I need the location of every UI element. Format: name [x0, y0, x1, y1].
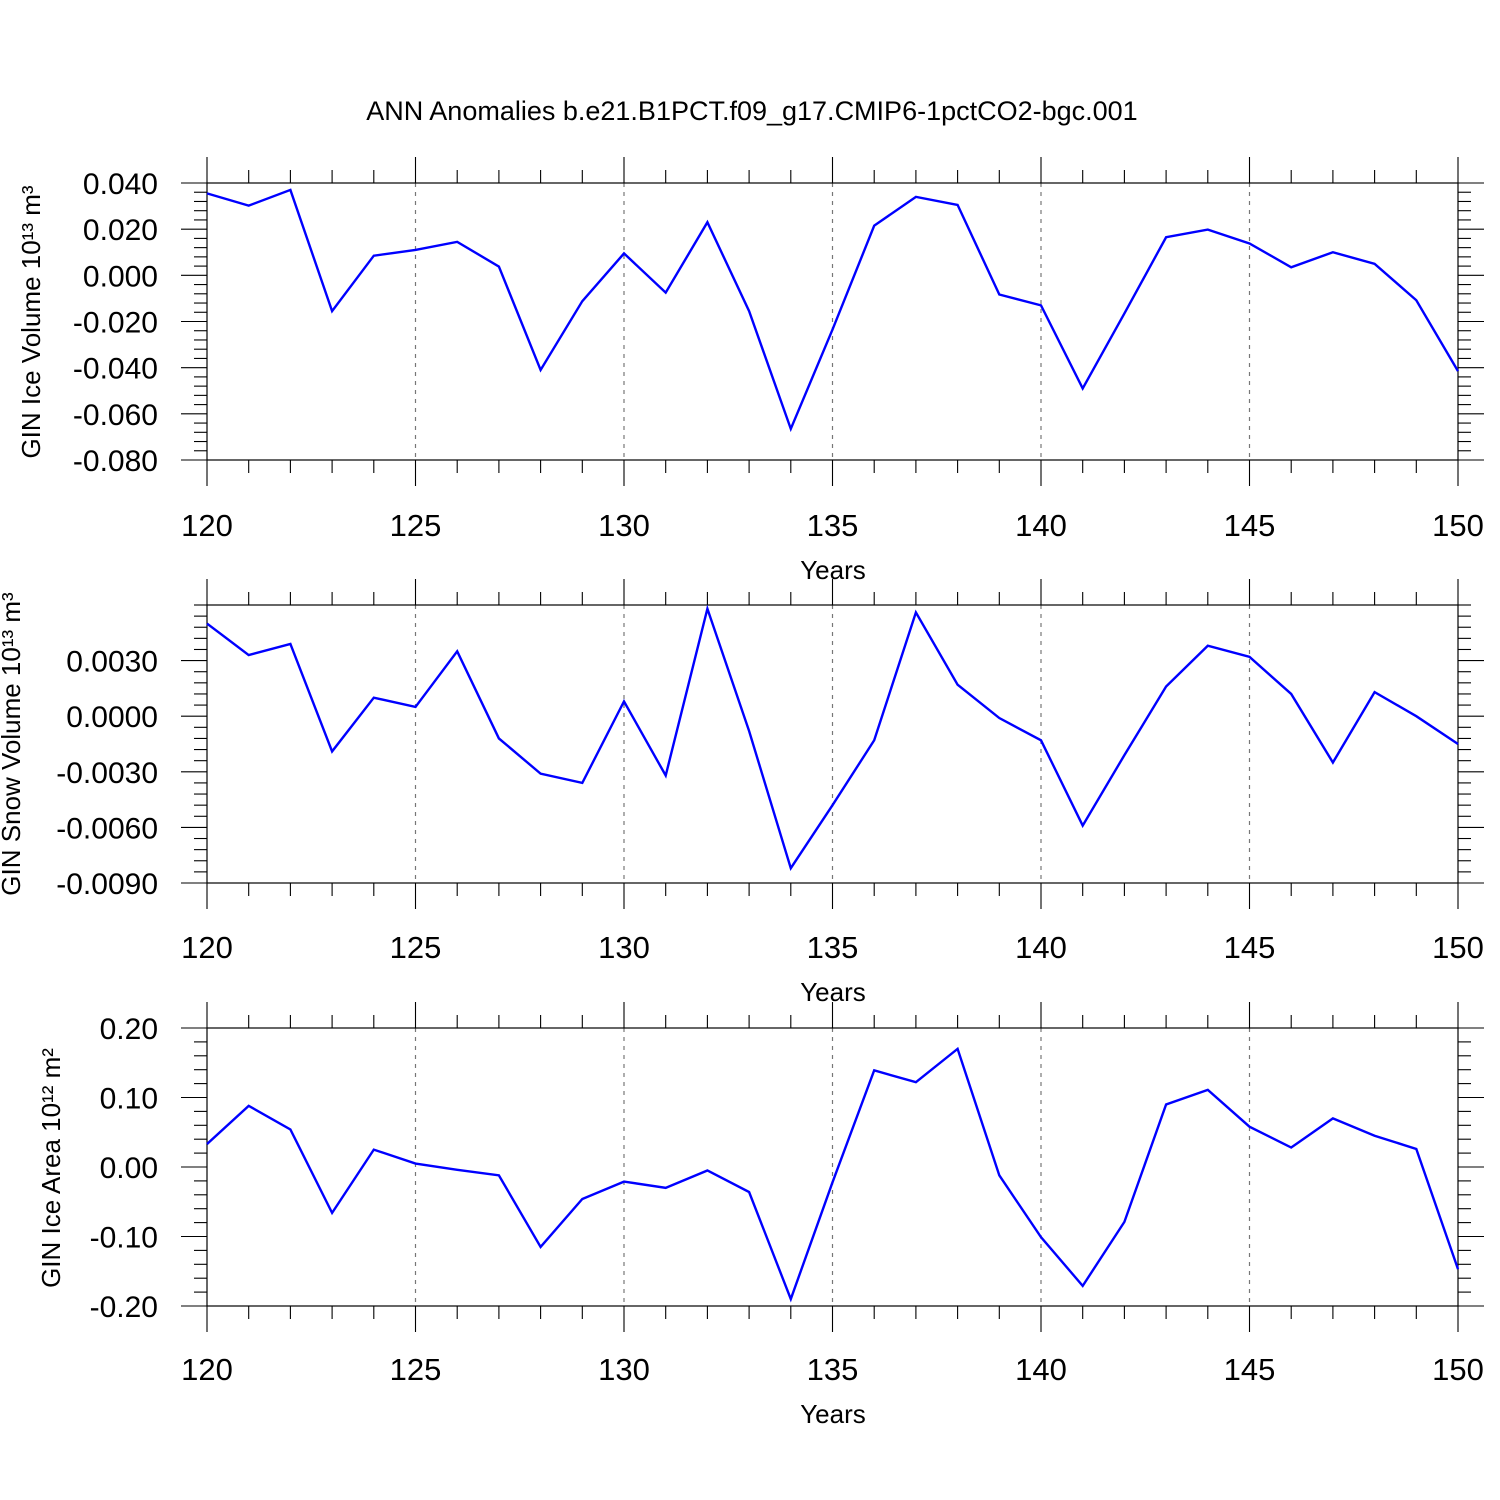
x-tick-label: 145	[1224, 508, 1276, 543]
x-tick-label: 135	[807, 1352, 859, 1387]
y-tick-label: 0.0030	[66, 646, 158, 679]
x-tick-label: 130	[598, 930, 650, 965]
y-tick-label: -0.0090	[56, 868, 158, 901]
y-tick-label: 0.000	[83, 260, 158, 293]
xlabel-years: Years	[800, 1399, 866, 1429]
x-tick-label: 145	[1224, 1352, 1276, 1387]
figure-title: ANN Anomalies b.e21.B1PCT.f09_g17.CMIP6-…	[366, 96, 1137, 126]
ylabel-unit: 10¹² m²	[36, 1048, 66, 1132]
series-line	[206, 604, 1459, 871]
y-tick-label: -0.040	[73, 353, 158, 386]
x-tick-label: 145	[1224, 930, 1276, 965]
x-tick-label: 135	[807, 930, 859, 965]
ylabel-snow-volume: GIN Snow Volume 10¹³ m³	[0, 592, 26, 896]
x-tick-label: 140	[1015, 508, 1067, 543]
ylabel-ice-area: GIN Ice Area 10¹² m²	[36, 1048, 66, 1288]
x-tick-label: 140	[1015, 930, 1067, 965]
series-line	[206, 188, 1460, 433]
panel-snow-volume: GIN Snow Volume 10¹³ m³ Years 120 125 130 1…	[0, 579, 1484, 1007]
x-tick-label: 130	[598, 1352, 650, 1387]
x-tick-label: 125	[390, 1352, 442, 1387]
x-tick-label: 120	[181, 508, 233, 543]
y-tick-label: 0.020	[83, 214, 158, 247]
x-tick-label: 150	[1432, 1352, 1484, 1387]
x-tick-label: 135	[807, 508, 859, 543]
ylabel-text: GIN Ice Area	[36, 1139, 66, 1288]
x-tick-label: 130	[598, 508, 650, 543]
ylabel-unit: 10¹³ m³	[16, 185, 46, 269]
panel-ice-volume: GIN Ice Volume 10¹³ m³ Years 120 125 130 13…	[16, 157, 1484, 585]
panel-ice-area: GIN Ice Area 10¹² m² Years 120 125 130 135 1…	[36, 1002, 1484, 1429]
y-tick-label: -0.0060	[56, 812, 158, 845]
y-tick-label: 0.0000	[66, 701, 158, 734]
series-line	[206, 1046, 1460, 1303]
x-tick-label: 120	[181, 1352, 233, 1387]
y-tick-label: 0.00	[100, 1152, 158, 1185]
ylabel-unit: 10¹³ m³	[0, 592, 26, 676]
ylabel-text: GIN Ice Volume	[16, 276, 46, 458]
ylabel-ice-volume: GIN Ice Volume 10¹³ m³	[16, 185, 46, 458]
y-tick-label: 0.20	[100, 1013, 158, 1046]
x-tick-label: 150	[1432, 508, 1484, 543]
x-tick-label: 125	[390, 508, 442, 543]
y-tick-label: -0.080	[73, 445, 158, 478]
y-tick-label: 0.040	[83, 168, 158, 201]
x-tick-label: 150	[1432, 930, 1484, 965]
y-tick-label: -0.0030	[56, 757, 158, 790]
ylabel-text: GIN Snow Volume	[0, 683, 26, 895]
y-tick-label: -0.020	[73, 307, 158, 340]
y-tick-label: -0.10	[90, 1222, 158, 1255]
y-tick-label: -0.20	[90, 1291, 158, 1324]
y-tick-label: -0.060	[73, 399, 158, 432]
x-tick-label: 125	[390, 930, 442, 965]
y-tick-label: 0.10	[100, 1083, 158, 1116]
x-tick-label: 140	[1015, 1352, 1067, 1387]
x-tick-label: 120	[181, 930, 233, 965]
